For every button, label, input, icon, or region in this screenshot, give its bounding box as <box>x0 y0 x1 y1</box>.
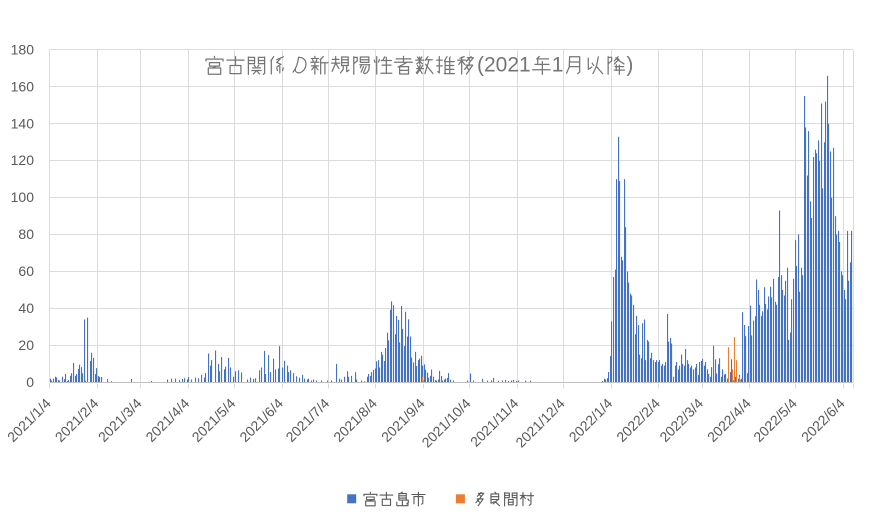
svg-text:140: 140 <box>11 115 35 131</box>
svg-text:160: 160 <box>11 78 35 94</box>
svg-text:40: 40 <box>18 300 34 316</box>
svg-text:20: 20 <box>18 337 34 353</box>
svg-text:60: 60 <box>18 263 34 279</box>
svg-text:): ) <box>626 53 633 76</box>
svg-text:180: 180 <box>11 41 35 57</box>
svg-text:120: 120 <box>11 152 35 168</box>
svg-text:100: 100 <box>11 189 35 205</box>
svg-text:1: 1 <box>552 53 564 76</box>
svg-text:(2021: (2021 <box>477 53 531 76</box>
svg-text:80: 80 <box>18 226 34 242</box>
svg-text:0: 0 <box>26 374 34 390</box>
